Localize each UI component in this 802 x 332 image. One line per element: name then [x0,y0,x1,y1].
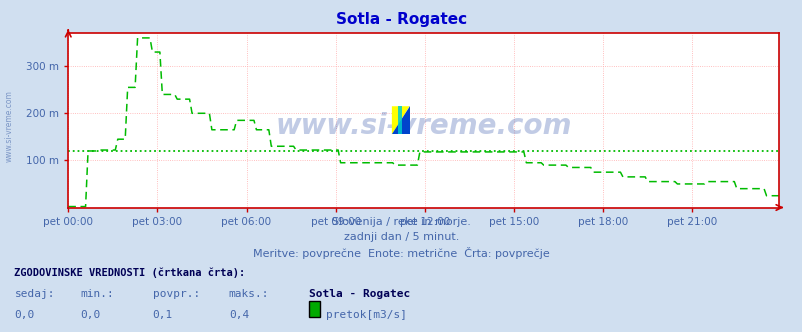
Text: ZGODOVINSKE VREDNOSTI (črtkana črta):: ZGODOVINSKE VREDNOSTI (črtkana črta): [14,267,245,278]
Text: povpr.:: povpr.: [152,289,200,299]
Text: Sotla - Rogatec: Sotla - Rogatec [335,12,467,27]
Text: Slovenija / reke in morje.: Slovenija / reke in morje. [332,217,470,227]
Text: Meritve: povprečne  Enote: metrične  Črta: povprečje: Meritve: povprečne Enote: metrične Črta:… [253,247,549,259]
Text: pretok[m3/s]: pretok[m3/s] [326,310,407,320]
Text: 0,0: 0,0 [14,310,34,320]
Text: 0,4: 0,4 [229,310,249,320]
Text: Sotla - Rogatec: Sotla - Rogatec [309,289,410,299]
Text: www.si-vreme.com: www.si-vreme.com [5,90,14,162]
Text: min.:: min.: [80,289,114,299]
Text: 0,1: 0,1 [152,310,172,320]
Text: 0,0: 0,0 [80,310,100,320]
Text: zadnji dan / 5 minut.: zadnji dan / 5 minut. [343,232,459,242]
Text: www.si-vreme.com: www.si-vreme.com [275,112,571,139]
Text: sedaj:: sedaj: [14,289,55,299]
Text: maks.:: maks.: [229,289,269,299]
